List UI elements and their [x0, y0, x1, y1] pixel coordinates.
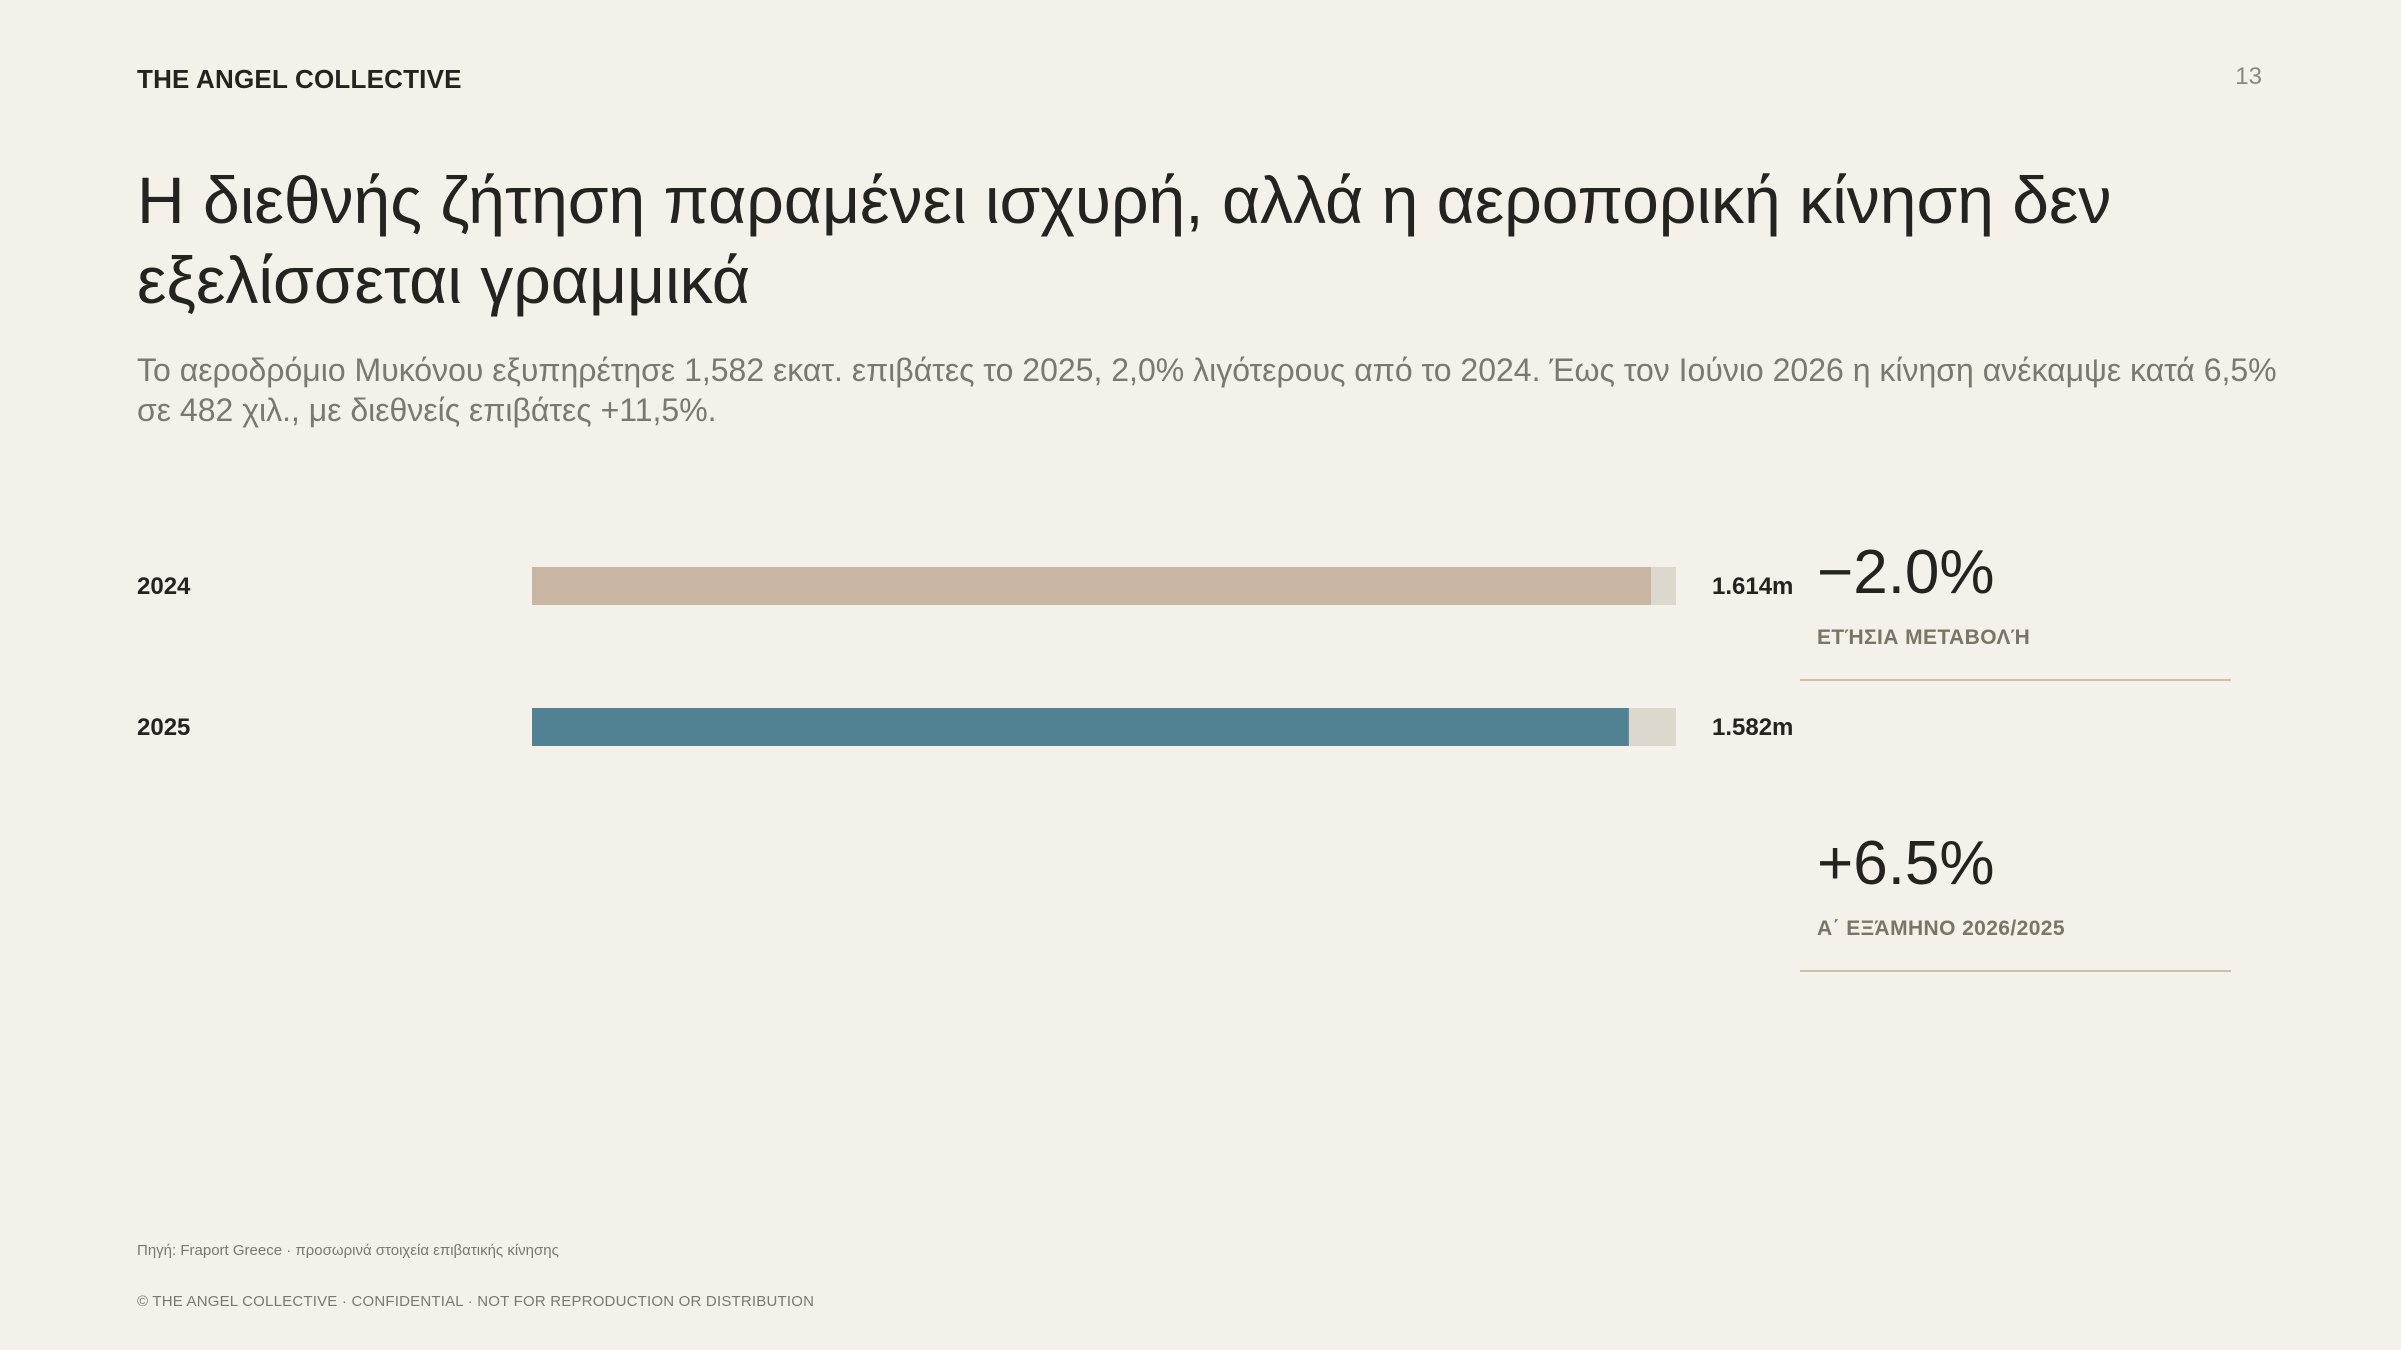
source-note: Πηγή: Fraport Greece · προσωρινά στοιχεί…: [137, 1242, 559, 1259]
page-number: 13: [2235, 63, 2262, 90]
bar-2025: [532, 708, 1629, 746]
kpi-half-year-change-value: +6.5%: [1817, 829, 1995, 898]
brand-name: THE ANGEL COLLECTIVE: [137, 64, 462, 94]
slide-subtitle: Το αεροδρόμιο Μυκόνου εξυπηρέτησε 1,582 …: [137, 352, 2277, 428]
confidential-footer: © THE ANGEL COLLECTIVE · CONFIDENTIAL · …: [137, 1293, 815, 1310]
value-label-2024: 1.614m: [1712, 573, 1793, 600]
kpi-half-year-change: +6.5% Α΄ ΕΞΆΜΗΝΟ 2026/2025: [1800, 829, 2231, 972]
kpi-half-year-change-label: Α΄ ΕΞΆΜΗΝΟ 2026/2025: [1817, 917, 2065, 940]
value-label-2025: 1.582m: [1712, 714, 1793, 741]
slide-title: Η διεθνής ζήτηση παραμένει ισχυρή, αλλά …: [137, 163, 2112, 317]
kpi-annual-change-value: −2.0%: [1817, 538, 1995, 607]
kpi-annual-change: −2.0% ΕΤΉΣΙΑ ΜΕΤΑΒΟΛΉ: [1800, 538, 2231, 681]
kpi-annual-change-label: ΕΤΉΣΙΑ ΜΕΤΑΒΟΛΉ: [1817, 626, 2031, 649]
bar-2024: [532, 567, 1652, 605]
category-label-2024: 2024: [137, 573, 191, 600]
passenger-bar-chart: 2024 1.614m 2025 1.582m: [137, 567, 1793, 746]
category-label-2025: 2025: [137, 714, 190, 741]
